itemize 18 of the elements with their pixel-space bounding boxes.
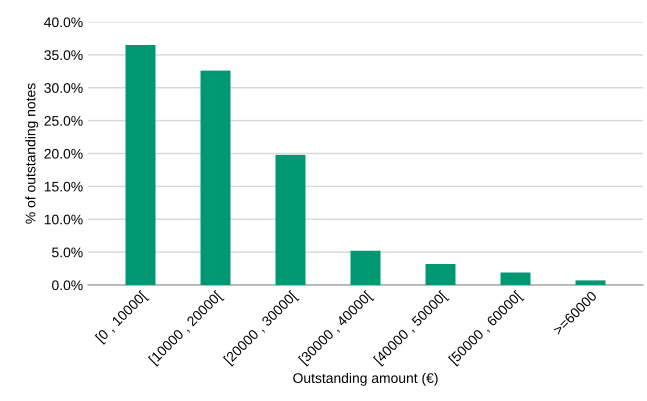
y-tick-label: 30.0% bbox=[44, 83, 83, 93]
bar bbox=[200, 70, 230, 285]
bar bbox=[350, 250, 380, 285]
y-tick-label: 5.0% bbox=[52, 247, 83, 258]
y-tick-label: 15.0% bbox=[44, 182, 83, 192]
y-axis-title: % of outstanding notes bbox=[25, 83, 38, 224]
y-tick-label: 20.0% bbox=[44, 148, 83, 159]
bar bbox=[576, 280, 606, 285]
y-tick-label: 10.0% bbox=[44, 214, 83, 224]
bar bbox=[426, 264, 456, 285]
y-tick-label: 40.0% bbox=[44, 17, 83, 28]
y-tick-label: 25.0% bbox=[44, 116, 83, 126]
y-tick-label: 0.0% bbox=[52, 280, 83, 290]
y-tick-label: 35.0% bbox=[44, 50, 83, 60]
x-axis-title: Outstanding amount (€) bbox=[293, 372, 438, 386]
bar bbox=[276, 154, 306, 285]
bar bbox=[126, 45, 156, 285]
bar bbox=[500, 272, 530, 285]
